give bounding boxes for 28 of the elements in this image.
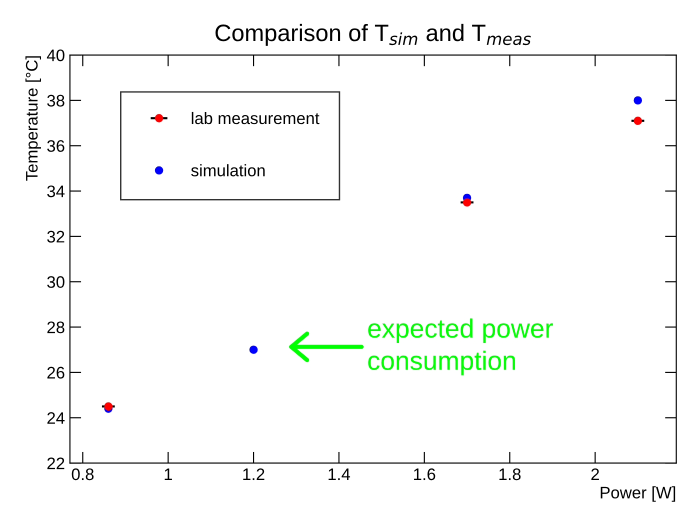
y-tick-label: 24	[47, 412, 65, 424]
x-tick-label: 0.8	[72, 468, 94, 480]
x-tick-label: 1.8	[499, 468, 521, 480]
x-axis-title: Power [W]	[600, 486, 676, 502]
y-tick-label: 32	[47, 230, 64, 243]
x-tick-label: 1.4	[328, 468, 350, 480]
y-tick-label: 28	[47, 321, 64, 334]
y-tick-label: 30	[47, 276, 64, 288]
x-tick-label: 2	[591, 468, 599, 480]
x-tick-label: 1.2	[243, 468, 264, 480]
y-tick-label: 36	[47, 140, 64, 152]
legend-label: lab measurement	[192, 112, 320, 124]
x-tick-label: 1	[164, 468, 172, 480]
y-axis-title: Temperature [°C]	[25, 56, 41, 181]
y-tick-label: 38	[47, 94, 64, 107]
y-tick-label: 34	[47, 185, 65, 198]
annotation: expected power consumption	[368, 318, 553, 376]
point	[634, 96, 642, 105]
chart-title: Comparison of T$_{sim}$ and T$_{meas}$	[216, 24, 531, 46]
point	[462, 198, 472, 207]
point	[104, 402, 113, 411]
legend-label: simulation	[191, 164, 265, 176]
x-tick-label: 1.6	[414, 468, 436, 480]
point	[249, 346, 258, 354]
y-tick-label: 26	[47, 366, 64, 379]
y-tick-label: 22	[47, 457, 64, 470]
point	[634, 116, 642, 125]
y-tick-label: 40	[46, 49, 64, 62]
